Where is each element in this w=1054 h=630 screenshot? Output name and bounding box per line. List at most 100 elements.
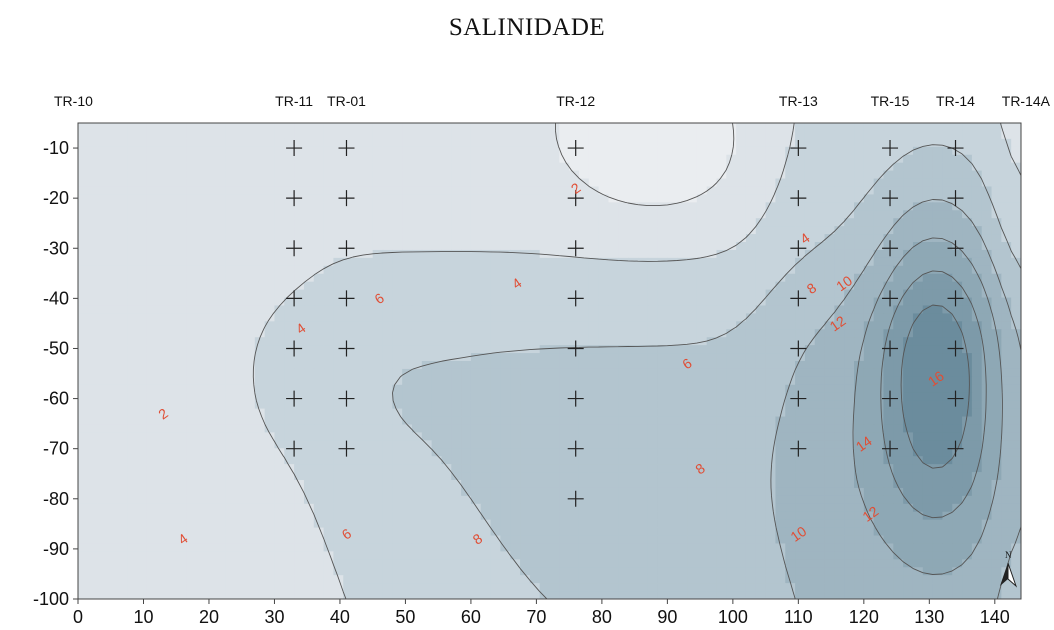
contour-fill-cell <box>637 186 649 195</box>
contour-fill-cell <box>549 226 560 235</box>
contour-fill-cell <box>588 170 600 180</box>
contour-fill-cell <box>333 273 344 283</box>
contour-fill-cell <box>431 472 443 481</box>
contour-fill-cell <box>539 384 551 394</box>
contour-fill-cell <box>863 353 875 362</box>
contour-fill-cell <box>598 376 610 386</box>
contour-fill-cell <box>687 368 698 378</box>
contour-fill-cell <box>402 226 413 235</box>
contour-fill-cell <box>470 392 482 402</box>
contour-fill-cell <box>205 289 217 299</box>
contour-fill-cell <box>451 194 462 203</box>
contour-fill-cell <box>343 424 354 433</box>
contour-fill-cell <box>824 154 835 164</box>
contour-fill-cell <box>569 178 580 188</box>
contour-fill-cell <box>716 218 727 227</box>
contour-fill-cell <box>127 487 138 497</box>
contour-fill-cell <box>578 154 590 164</box>
contour-fill-cell <box>313 321 325 330</box>
contour-fill-cell <box>303 361 315 370</box>
contour-fill-cell <box>313 218 325 227</box>
contour-fill-cell <box>235 408 246 418</box>
contour-fill-cell <box>539 337 551 346</box>
contour-fill-cell <box>353 487 364 497</box>
contour-fill-cell <box>873 337 885 346</box>
contour-fill-cell <box>461 226 472 235</box>
contour-fill-cell <box>903 313 914 322</box>
contour-fill-cell <box>559 527 570 537</box>
contour-fill-cell <box>382 202 393 211</box>
contour-fill-cell <box>186 226 197 235</box>
contour-fill-cell <box>244 432 256 441</box>
contour-fill-cell <box>549 202 560 211</box>
contour-fill-cell <box>244 305 256 314</box>
contour-fill-cell <box>706 249 718 259</box>
contour-fill-cell <box>343 178 354 188</box>
contour-fill-cell <box>942 368 953 378</box>
contour-fill-cell <box>470 495 482 505</box>
contour-fill-cell <box>745 464 757 473</box>
contour-fill-cell <box>922 210 934 219</box>
contour-fill-cell <box>637 170 649 180</box>
contour-fill-cell <box>215 432 226 441</box>
contour-fill-cell <box>235 495 246 505</box>
contour-fill-cell <box>313 456 325 465</box>
contour-fill-cell <box>834 480 845 489</box>
contour-fill-cell <box>824 329 835 338</box>
contour-fill-cell <box>677 527 688 537</box>
contour-fill-cell <box>667 130 678 140</box>
contour-fill-cell <box>755 440 767 449</box>
contour-fill-cell <box>136 313 148 322</box>
contour-fill-cell <box>441 480 452 489</box>
contour-fill-cell <box>991 170 1002 180</box>
contour-fill-cell <box>785 384 796 394</box>
contour-fill-cell <box>667 178 678 188</box>
contour-fill-cell <box>844 464 855 473</box>
contour-fill-cell <box>824 353 835 362</box>
contour-fill-cell <box>254 273 266 283</box>
contour-fill-cell <box>402 503 413 513</box>
contour-fill-cell <box>893 313 904 322</box>
contour-fill-cell <box>765 384 777 394</box>
contour-fill-cell <box>755 138 767 148</box>
contour-fill-cell <box>1001 194 1012 203</box>
contour-fill-cell <box>785 186 796 195</box>
contour-fill-cell <box>647 376 659 386</box>
contour-fill-cell <box>156 162 168 172</box>
contour-fill-cell <box>87 305 99 314</box>
contour-fill-cell <box>470 226 482 235</box>
contour-fill-cell <box>893 432 904 441</box>
contour-fill-cell <box>392 234 403 243</box>
contour-fill-cell <box>637 384 649 394</box>
contour-fill-cell <box>500 527 511 537</box>
contour-fill-cell <box>755 361 767 370</box>
contour-fill-cell <box>313 376 325 386</box>
contour-fill-cell <box>480 487 492 497</box>
contour-fill-cell <box>235 123 246 132</box>
contour-fill-cell <box>244 495 256 505</box>
contour-fill-cell <box>215 408 226 418</box>
contour-fill-cell <box>343 210 354 219</box>
contour-fill-cell <box>451 226 462 235</box>
contour-fill-cell <box>470 242 482 251</box>
contour-fill-cell <box>804 392 816 402</box>
contour-fill-cell <box>97 162 109 172</box>
contour-fill-cell <box>421 146 433 156</box>
contour-fill-cell <box>608 202 619 211</box>
contour-fill-cell <box>598 210 610 219</box>
contour-fill-cell <box>962 313 973 322</box>
contour-fill-cell <box>903 345 914 354</box>
contour-fill-cell <box>166 440 177 449</box>
contour-fill-cell <box>785 503 796 513</box>
contour-fill-cell <box>382 178 393 188</box>
contour-fill-cell <box>755 392 767 402</box>
contour-fill-cell <box>313 448 325 457</box>
contour-fill-cell <box>598 249 610 259</box>
contour-fill-cell <box>500 456 511 465</box>
contour-fill-cell <box>814 424 826 433</box>
contour-fill-cell <box>539 480 551 489</box>
contour-fill-cell <box>893 376 904 386</box>
contour-fill-cell <box>313 400 325 410</box>
contour-fill-cell <box>303 257 315 267</box>
contour-fill-cell <box>696 218 708 227</box>
